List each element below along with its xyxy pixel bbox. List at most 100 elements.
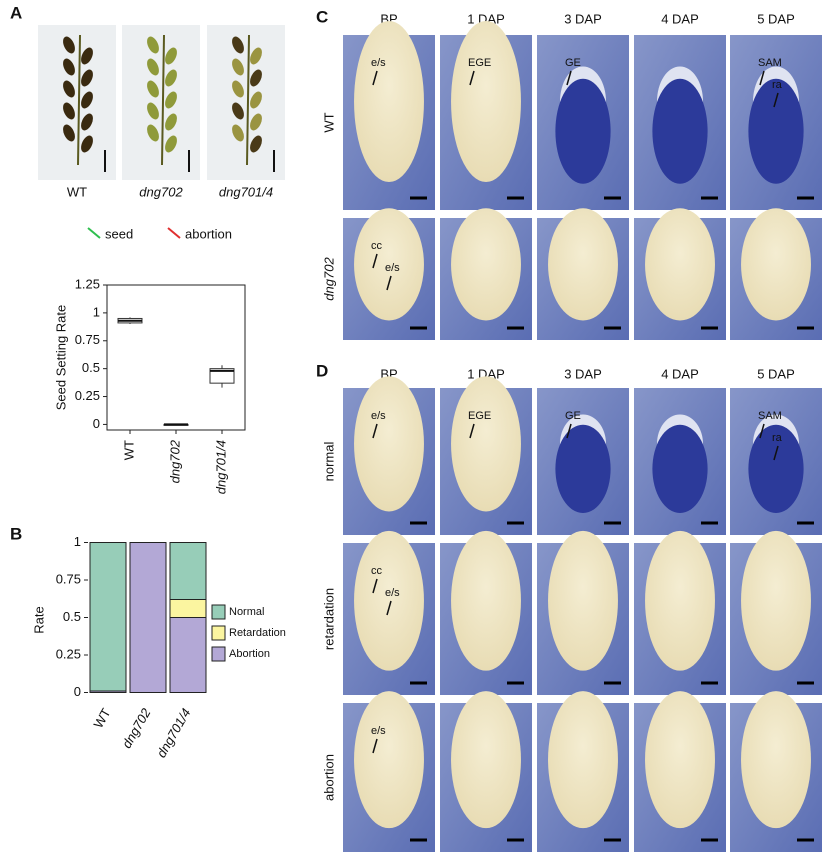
annotation-arrow — [773, 92, 779, 108]
column-header: 5 DAP — [757, 11, 795, 26]
row-label: retardation — [321, 588, 336, 650]
grain — [165, 47, 177, 65]
grain — [147, 58, 159, 76]
y-tick-label: 1.25 — [75, 276, 100, 291]
cavity — [354, 530, 424, 671]
legend-swatch — [211, 625, 226, 641]
cavity — [354, 21, 424, 182]
photo — [207, 25, 285, 180]
cavity — [645, 691, 715, 829]
cavity — [451, 21, 521, 182]
plot-frame — [106, 284, 246, 431]
grain — [232, 102, 244, 120]
grain — [63, 80, 75, 98]
annotation-arrow — [469, 423, 475, 439]
annotation: EGE — [468, 410, 491, 422]
annotation: ra — [772, 432, 783, 444]
embryo — [652, 424, 708, 513]
annotation: GE — [565, 57, 581, 69]
cavity — [548, 691, 618, 829]
y-tick-label: 0.5 — [82, 360, 100, 375]
annotation: SAM — [758, 57, 782, 69]
annotation: e/s — [371, 57, 386, 69]
grain — [81, 47, 93, 65]
grain — [81, 135, 93, 153]
annotation-arrow — [372, 578, 378, 594]
grain — [63, 58, 75, 76]
grain — [63, 124, 75, 142]
legend-swatch — [211, 604, 226, 620]
photo-legend: seed abortion — [87, 226, 232, 241]
arrow — [167, 227, 181, 239]
grain — [250, 91, 262, 109]
y-tick-label: 0.5 — [63, 609, 81, 624]
grain — [147, 36, 159, 54]
grain — [147, 102, 159, 120]
row-label: dng702 — [321, 257, 336, 301]
cavity — [645, 208, 715, 321]
x-tick-label: dng702 — [119, 705, 154, 751]
grain — [232, 58, 244, 76]
legend-label: seed — [105, 226, 133, 241]
photo-label: dng702 — [139, 184, 183, 199]
annotation-arrow — [372, 253, 378, 269]
grain — [250, 69, 262, 87]
photo-label: WT — [67, 184, 87, 199]
annotation-arrow — [372, 423, 378, 439]
annotation-arrow — [372, 70, 378, 86]
stem — [161, 34, 165, 166]
cavity — [354, 208, 424, 321]
grain — [81, 91, 93, 109]
y-axis-label: Rate — [31, 606, 46, 633]
grain — [250, 113, 262, 131]
grain — [165, 135, 177, 153]
bar-segment — [169, 617, 207, 693]
photo — [38, 25, 116, 180]
annotation: ra — [772, 79, 783, 91]
column-header: 4 DAP — [661, 366, 699, 381]
photo — [122, 25, 200, 180]
cavity — [741, 530, 811, 671]
y-tick-label: 0.25 — [56, 646, 81, 661]
y-tick-label: 0.25 — [75, 388, 100, 403]
grain — [81, 69, 93, 87]
legend-label: Normal — [229, 606, 264, 618]
photo-label: dng701/4 — [219, 184, 273, 199]
column-header: 3 DAP — [564, 11, 602, 26]
legend-label: abortion — [185, 226, 232, 241]
annotation: SAM — [758, 410, 782, 422]
annotation-arrow — [386, 600, 392, 616]
panel-letter: D — [316, 361, 328, 380]
annotation: e/s — [371, 725, 386, 737]
legend-label: Retardation — [229, 627, 286, 639]
annotation-arrow — [386, 275, 392, 291]
y-tick-label: 0.75 — [56, 571, 81, 586]
x-tick-label: WT — [90, 706, 113, 731]
stem — [246, 34, 250, 166]
y-tick-label: 1 — [93, 304, 100, 319]
cavity — [451, 376, 521, 512]
cavity — [741, 208, 811, 321]
column-header: 1 DAP — [467, 11, 505, 26]
cavity — [741, 691, 811, 829]
cavity — [451, 208, 521, 321]
legend-swatch — [211, 646, 226, 662]
annotation: e/s — [371, 410, 386, 422]
grain — [232, 124, 244, 142]
y-tick-label: 0 — [93, 416, 100, 431]
grain — [165, 113, 177, 131]
grain — [232, 36, 244, 54]
embryo — [555, 424, 611, 513]
bar-segment — [129, 542, 167, 693]
grain — [165, 91, 177, 109]
row-label: normal — [321, 442, 336, 482]
cavity — [451, 530, 521, 671]
annotation-arrow — [372, 738, 378, 754]
annotation-arrow — [566, 70, 572, 86]
y-tick-label: 0.75 — [75, 332, 100, 347]
annotation-arrow — [566, 423, 572, 439]
grain — [81, 113, 93, 131]
grain — [147, 80, 159, 98]
row-label: abortion — [321, 754, 336, 801]
annotation: cc — [371, 565, 383, 577]
